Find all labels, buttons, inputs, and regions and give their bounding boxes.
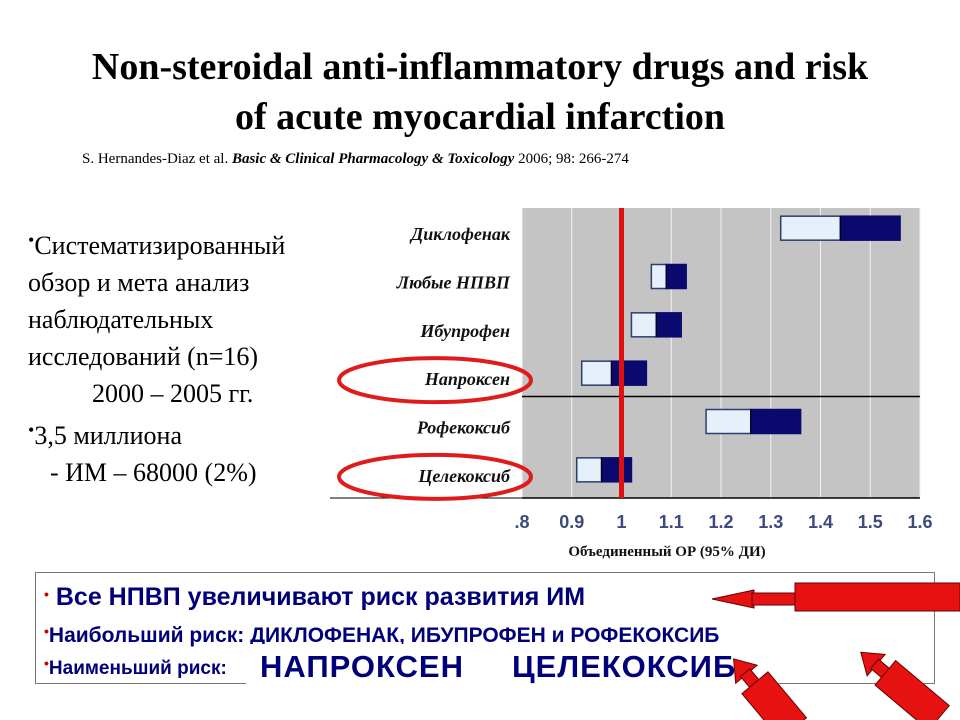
citation-authors: S. Hernandes-Diaz et al.	[82, 151, 229, 167]
bullet-1-line-5: 2000 – 2005 гг.	[92, 379, 254, 408]
bullet-2-line-1: •3,5 миллиона	[28, 412, 358, 454]
summary-text: Наименьший риск:	[48, 658, 227, 679]
x-tick-label: 1.4	[808, 512, 833, 532]
forest-plot: .8 0.9 1 1.1 1.2 1.3 1.4 1.5 1.6 Диклофенак Любые …	[330, 208, 933, 560]
highlight-box: НАПРОКСЕН ЦЕЛЕКОКСИБ	[246, 644, 776, 690]
ci-high-segment	[600, 457, 633, 483]
highlight-circle	[337, 356, 533, 405]
ci-high-segment	[610, 360, 648, 386]
ci-low-segment	[779, 215, 842, 241]
x-tick-label: .8	[514, 512, 529, 532]
bullet-dot: •	[44, 586, 49, 602]
ci-high-segment	[750, 408, 802, 435]
citation-details: 2006; 98: 266-274	[518, 151, 629, 167]
highlight-naproxen: НАПРОКСЕН	[260, 649, 464, 684]
summary-text: Все НПВП увеличивают риск развития ИМ	[55, 583, 586, 611]
x-tick-label: 1.5	[858, 512, 883, 532]
summary-line-2: •Наибольший риск: ДИКЛОФЕНАК, ИБУПРОФЕН …	[44, 623, 719, 648]
bullet-dot: •	[28, 230, 35, 250]
citation-journal: Basic & Clinical Pharmacology & Toxicolo…	[231, 151, 515, 167]
row-label: Напроксен	[424, 369, 510, 389]
title-line-1: Non-steroidal anti-inflammatory drugs an…	[91, 46, 869, 88]
row-label: Диклофенак	[409, 224, 511, 244]
highlight-circle	[337, 452, 533, 501]
bullet-text: Систематизированный	[34, 231, 286, 260]
ci-low-segment	[650, 263, 668, 290]
x-axis-label: Объединенный ОР (95% ДИ)	[568, 544, 765, 560]
bullet-1-line-3: наблюдательных	[28, 305, 214, 334]
page-title: Non-steroidal anti-inflammatory drugs an…	[0, 42, 960, 142]
citation: S. Hernandes-Diaz et al. Basic & Clinica…	[82, 151, 629, 168]
ci-low-segment	[575, 457, 603, 483]
x-tick-label: 1.6	[907, 512, 932, 532]
x-tick-label: 0.9	[559, 512, 584, 532]
row-label: Рофекоксиб	[416, 418, 511, 438]
x-tick-label: 1.1	[659, 512, 684, 532]
ci-high-segment	[839, 215, 901, 241]
bullet-dot: •	[28, 420, 35, 440]
ci-low-segment	[580, 360, 613, 386]
ci-low-segment	[630, 312, 658, 338]
bullet-1-line-4: исследований (n=16)	[28, 342, 259, 371]
summary-text: Наибольший риск: ДИКЛОФЕНАК, ИБУПРОФЕН и…	[48, 624, 720, 647]
summary-line-3: •Наименьший риск:	[44, 655, 227, 680]
title-line-2: of acute myocardial infarction	[234, 96, 726, 138]
x-tick-label: 1	[616, 512, 626, 532]
highlight-celecoxib: ЦЕЛЕКОКСИБ	[512, 649, 737, 684]
bullet-dot: •	[44, 655, 49, 671]
summary-line-1: • Все НПВП увеличивают риск развития ИМ	[44, 583, 585, 612]
ci-high-segment	[665, 263, 687, 290]
ci-high-segment	[655, 312, 682, 338]
ci-low-segment	[705, 408, 752, 435]
bullet-2-line-2: - ИМ – 68000 (2%)	[50, 458, 257, 487]
x-tick-label: 1.3	[758, 512, 783, 532]
x-tick-label: 1.2	[708, 512, 733, 532]
bullet-text: 3,5 миллиона	[34, 421, 182, 450]
bullet-list: •Систематизированный обзор и мета анализ…	[28, 222, 358, 491]
row-label: Целекоксиб	[417, 466, 511, 486]
bullet-1-line-1: •Систематизированный	[28, 222, 358, 264]
bullet-1-line-2: обзор и мета анализ	[28, 268, 250, 297]
bullet-dot: •	[44, 623, 49, 639]
row-label: Ибупрофен	[419, 321, 510, 341]
row-label: Любые НПВП	[396, 273, 511, 293]
